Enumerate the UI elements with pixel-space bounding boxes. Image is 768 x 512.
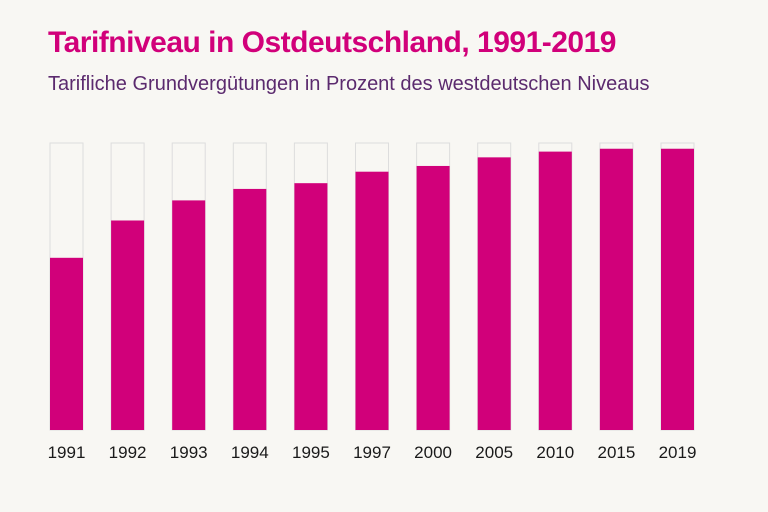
x-tick-label-1992: 1992 [109,443,147,462]
chart-title: Tarifniveau in Ostdeutschland, 1991-2019 [48,26,617,59]
x-tick-label-1994: 1994 [231,443,269,462]
x-tick-label-1997: 1997 [353,443,391,462]
bar-1997 [355,171,389,430]
x-tick-label-2000: 2000 [414,443,452,462]
bar-2019 [661,148,694,431]
x-tick-label-2015: 2015 [597,443,635,462]
bar-1993 [172,200,206,430]
bar-2010 [538,151,572,431]
bar-1994 [233,188,267,430]
bar-2005 [477,157,511,430]
x-tick-label-1995: 1995 [292,443,330,462]
bar-2000 [416,165,450,430]
bar-1995 [294,183,328,430]
x-tick-label-2005: 2005 [475,443,513,462]
x-tick-label-2019: 2019 [659,443,697,462]
x-tick-label-1993: 1993 [170,443,208,462]
x-tick-label-1991: 1991 [48,443,86,462]
chart-subtitle: Tarifliche Grundvergütungen in Prozent d… [48,73,650,95]
x-tick-label-2010: 2010 [536,443,574,462]
bar-1992 [111,220,145,430]
bar-2015 [599,148,633,431]
bar-1991 [50,257,83,430]
